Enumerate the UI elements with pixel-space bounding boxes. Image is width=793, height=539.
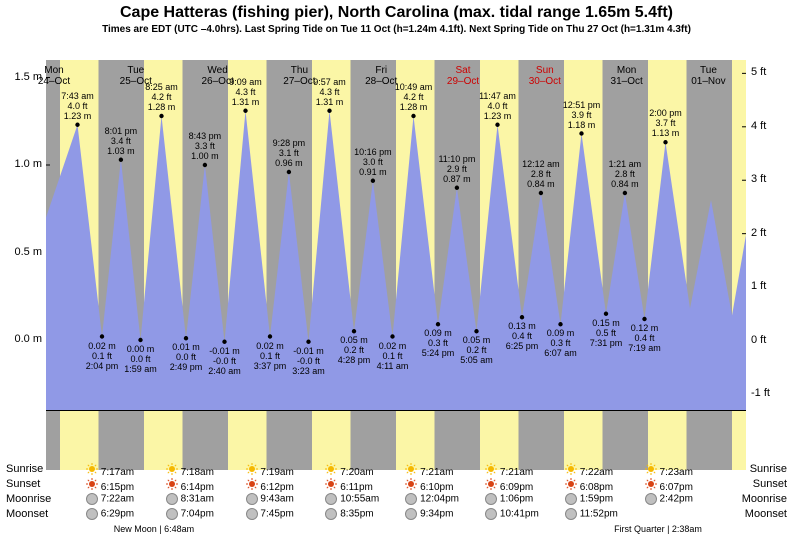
footer-cell-sunrise: 7:20am: [325, 463, 373, 478]
footer-cell-moonrise: 9:43am: [246, 493, 294, 505]
tide-point-label: 0.02 m0.1 ft2:04 pm: [80, 341, 124, 371]
tide-point-label: 1:21 am2.8 ft0.84 m: [603, 159, 647, 189]
tide-point-label: 0.05 m0.2 ft5:05 am: [455, 335, 499, 365]
footer-cell-sunset: 6:10pm: [405, 478, 453, 493]
tide-point-label: 12:51 pm3.9 ft1.18 m: [560, 100, 604, 130]
chart-title: Cape Hatteras (fishing pier), North Caro…: [0, 0, 793, 22]
tide-point-label: 8:01 pm3.4 ft1.03 m: [99, 126, 143, 156]
footer-cell-sunset: 6:07pm: [645, 478, 693, 493]
footer-cell-sunrise: 7:21am: [485, 463, 533, 478]
y-tick-right: 4 ft: [751, 120, 787, 132]
plot-area: 7:43 am4.0 ft1.23 m 0.02 m0.1 ft2:04 pm 8:…: [46, 60, 746, 410]
tide-point-label: 0.02 m0.1 ft3:37 pm: [248, 341, 292, 371]
day-header: Tue01–Nov: [685, 65, 731, 87]
footer-cell-moonset: 9:34pm: [405, 508, 453, 520]
footer-cell-moonrise: 8:31am: [166, 493, 214, 505]
footer-cell-sunrise: 7:23am: [645, 463, 693, 478]
tide-point-label: 7:43 am4.0 ft1.23 m: [56, 91, 100, 121]
footer-cell-sunset: 6:08pm: [565, 478, 613, 493]
y-tick-left: 1.0 m: [6, 158, 42, 170]
tide-point-label: 0.05 m0.2 ft4:28 pm: [332, 335, 376, 365]
footer-label-right: Moonset: [745, 508, 787, 520]
footer-label-left: Sunrise: [6, 463, 43, 475]
footer-cell-sunset: 6:15pm: [86, 478, 134, 493]
tide-point-label: 0.09 m0.3 ft5:24 pm: [416, 328, 460, 358]
footer-cell-sunrise: 7:17am: [86, 463, 134, 478]
plot-baseline: [46, 410, 746, 411]
tide-point-label: 0.13 m0.4 ft6:25 pm: [500, 321, 544, 351]
footer-cell-sunrise: 7:21am: [405, 463, 453, 478]
tide-point-label: -0.01 m-0.0 ft2:40 am: [203, 346, 247, 376]
footer-cell-moonset: 6:29pm: [86, 508, 134, 520]
tide-point-label: 11:10 pm2.9 ft0.87 m: [435, 154, 479, 184]
tide-point-label: 2:00 pm3.7 ft1.13 m: [644, 108, 688, 138]
moon-phase-label: First Quarter | 2:38am: [598, 524, 718, 534]
footer-cell-moonset: 10:41pm: [485, 508, 539, 520]
footer-cell-sunset: 6:14pm: [166, 478, 214, 493]
footer-panel: Sunrise Sunrise Sunset Sunset Moonrise Moonri…: [0, 461, 793, 539]
day-header: Fri28–Oct: [358, 65, 404, 87]
tide-point-label: 12:12 am2.8 ft0.84 m: [519, 159, 563, 189]
footer-cell-sunset: 6:11pm: [325, 478, 372, 493]
day-header: Sat29–Oct: [440, 65, 486, 87]
footer-cell-sunset: 6:09pm: [485, 478, 533, 493]
y-tick-right: 2 ft: [751, 227, 787, 239]
footer-cell-moonset: 8:35pm: [325, 508, 373, 520]
footer-cell-moonrise: 1:59pm: [565, 493, 613, 505]
footer-cell-sunrise: 7:18am: [166, 463, 214, 478]
tide-point-label: 9:28 pm3.1 ft0.96 m: [267, 138, 311, 168]
footer-label-left: Moonset: [6, 508, 48, 520]
footer-cell-moonset: 11:52pm: [565, 508, 618, 520]
tide-point-label: 0.00 m0.0 ft1:59 am: [119, 344, 163, 374]
tide-point-label: -0.01 m-0.0 ft3:23 am: [287, 346, 331, 376]
day-header: Thu27–Oct: [276, 65, 322, 87]
footer-cell-moonrise: 12:04pm: [405, 493, 459, 505]
footer-cell-moonrise: 1:06pm: [485, 493, 533, 505]
tide-point-label: 0.12 m0.4 ft7:19 am: [623, 323, 667, 353]
footer-label-right: Sunset: [753, 478, 787, 490]
footer-label-left: Sunset: [6, 478, 40, 490]
footer-label-left: Moonrise: [6, 493, 51, 505]
tide-point-label: 10:16 pm3.0 ft0.91 m: [351, 147, 395, 177]
footer-cell-sunrise: 7:19am: [246, 463, 294, 478]
tide-chart: Cape Hatteras (fishing pier), North Caro…: [0, 0, 793, 539]
day-header: Sun30–Oct: [522, 65, 568, 87]
footer-cell-sunrise: 7:22am: [565, 463, 613, 478]
day-header: Wed26–Oct: [195, 65, 241, 87]
y-tick-left: 0.5 m: [6, 246, 42, 258]
y-tick-right: -1 ft: [751, 387, 787, 399]
y-tick-right: 0 ft: [751, 334, 787, 346]
day-header: Mon24–Oct: [31, 65, 77, 87]
y-tick-right: 1 ft: [751, 280, 787, 292]
footer-cell-sunset: 6:12pm: [246, 478, 294, 493]
footer-cell-moonset: 7:04pm: [166, 508, 214, 520]
tide-point-label: 0.01 m0.0 ft2:49 pm: [164, 342, 208, 372]
tide-point-label: 0.02 m0.1 ft4:11 am: [371, 341, 415, 371]
tide-point-label: 0.09 m0.3 ft6:07 am: [539, 328, 583, 358]
tide-point-label: 0.15 m0.5 ft7:31 pm: [584, 318, 628, 348]
tide-point-label: 11:47 am4.0 ft1.23 m: [476, 91, 520, 121]
day-header: Tue25–Oct: [113, 65, 159, 87]
y-tick-left: 0.0 m: [6, 333, 42, 345]
y-tick-right: 3 ft: [751, 173, 787, 185]
footer-cell-moonrise: 7:22am: [86, 493, 134, 505]
tide-point-label: 8:43 pm3.3 ft1.00 m: [183, 131, 227, 161]
footer-cell-moonrise: 2:42pm: [645, 493, 693, 505]
footer-cell-moonrise: 10:55am: [325, 493, 379, 505]
footer-label-right: Moonrise: [742, 493, 787, 505]
footer-cell-moonset: 7:45pm: [246, 508, 294, 520]
footer-label-right: Sunrise: [750, 463, 787, 475]
y-tick-right: 5 ft: [751, 66, 787, 78]
day-header: Mon31–Oct: [604, 65, 650, 87]
chart-subtitle: Times are EDT (UTC –4.0hrs). Last Spring…: [0, 24, 793, 35]
moon-phase-label: New Moon | 6:48am: [94, 524, 214, 534]
